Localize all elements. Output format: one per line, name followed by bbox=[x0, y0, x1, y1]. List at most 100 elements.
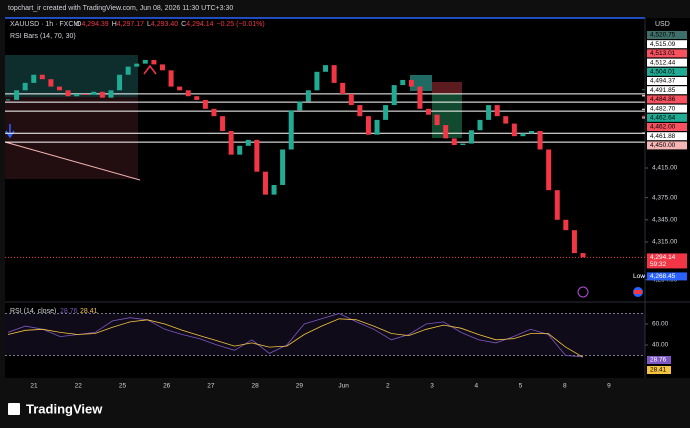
candle bbox=[254, 139, 260, 172]
level-label: 4,461.88 bbox=[650, 133, 676, 140]
candle bbox=[314, 71, 320, 91]
x-tick-label: 22 bbox=[75, 383, 83, 390]
x-tick-label: 5 bbox=[519, 383, 523, 390]
level-label-bg bbox=[647, 40, 687, 49]
candle bbox=[185, 90, 191, 97]
long-position-profit bbox=[410, 75, 432, 91]
x-tick-label: 25 bbox=[119, 383, 127, 390]
x-tick-label: 27 bbox=[207, 383, 215, 390]
candle bbox=[262, 171, 268, 195]
candle bbox=[554, 190, 560, 220]
candle bbox=[571, 230, 577, 254]
candle bbox=[400, 79, 406, 86]
candle bbox=[340, 82, 346, 94]
last-price-label: 4,294.14 bbox=[650, 254, 676, 261]
ohlc-value: 4,294.39 bbox=[81, 21, 108, 28]
candle bbox=[374, 119, 380, 135]
candle bbox=[511, 123, 517, 137]
position-loss-zone bbox=[5, 97, 138, 179]
level-label: 4,520.75 bbox=[650, 32, 676, 39]
candle bbox=[468, 130, 474, 144]
candle bbox=[280, 149, 286, 186]
candle bbox=[91, 91, 97, 95]
candle bbox=[271, 185, 277, 195]
candle bbox=[580, 253, 586, 258]
rsi-last-label: 28.76 bbox=[650, 357, 667, 364]
candle bbox=[202, 99, 208, 109]
x-tick-label: 28 bbox=[252, 383, 260, 390]
level-label-bg bbox=[647, 132, 687, 141]
x-tick-label: 26 bbox=[163, 383, 171, 390]
signal-value: 28.41 bbox=[80, 308, 98, 315]
candle bbox=[365, 116, 371, 135]
level-label-bg bbox=[647, 67, 687, 76]
candle bbox=[31, 74, 37, 83]
y-tick-label: 4,345.00 bbox=[652, 217, 678, 224]
candle bbox=[297, 101, 303, 111]
x-tick-label: 4 bbox=[474, 383, 478, 390]
level-label: 4,484.86 bbox=[650, 96, 676, 103]
candle bbox=[288, 110, 294, 150]
rsi-last-label: 28.41 bbox=[650, 367, 667, 374]
ohlc: O4,294.39 H4,297.17 L4,293.40 C4,294.14 −0.2… bbox=[76, 21, 265, 28]
ohlc-key: H bbox=[112, 21, 117, 28]
last-price-bg bbox=[647, 253, 687, 269]
rsi-line bbox=[7, 313, 584, 358]
level-label-bg bbox=[647, 104, 687, 113]
ohlc-value: 4,297.17 bbox=[117, 21, 144, 28]
level-label: 4,494.37 bbox=[650, 78, 676, 85]
candle bbox=[546, 149, 552, 191]
candle bbox=[331, 65, 337, 83]
candle bbox=[408, 79, 414, 87]
rsi-last-bg bbox=[647, 366, 671, 374]
trend-line bbox=[4, 141, 141, 181]
candle bbox=[323, 65, 329, 72]
candle bbox=[48, 79, 54, 87]
short-position-loss bbox=[432, 82, 462, 94]
x-tick-label: 8 bbox=[563, 383, 567, 390]
currency: USD bbox=[655, 21, 670, 28]
candle bbox=[220, 116, 226, 131]
candle bbox=[460, 143, 466, 146]
candle bbox=[14, 90, 20, 100]
candle bbox=[434, 114, 440, 126]
candle bbox=[22, 82, 28, 91]
candle bbox=[451, 138, 457, 146]
x-tick-label: 3 bbox=[430, 383, 434, 390]
rsi-band bbox=[5, 313, 645, 356]
countdown: 59:32 bbox=[650, 261, 667, 268]
level-label-bg bbox=[647, 49, 687, 58]
level-label-bg bbox=[647, 86, 687, 95]
rsi-last-bg bbox=[647, 356, 671, 364]
level-label-bg bbox=[647, 77, 687, 85]
candle bbox=[357, 105, 363, 117]
candle bbox=[125, 66, 131, 75]
candle bbox=[245, 139, 251, 146]
logo-mark bbox=[8, 403, 20, 415]
rsi-line bbox=[7, 318, 584, 358]
ohlc-key: O bbox=[76, 21, 82, 28]
ohlc-key: C bbox=[181, 21, 186, 28]
y-tick-label: 4,415.00 bbox=[652, 165, 678, 172]
level-label: 4,513.01 bbox=[650, 50, 676, 57]
candle bbox=[151, 59, 157, 65]
ohlc-key: L bbox=[147, 21, 151, 28]
indicator-name: RSI Bars (14, 70, 30) bbox=[10, 33, 76, 40]
candle bbox=[168, 70, 174, 87]
x-tick-label: 29 bbox=[296, 383, 304, 390]
level-label-bg bbox=[647, 123, 687, 131]
low-bg bbox=[647, 272, 687, 281]
level-label-bg bbox=[647, 113, 687, 122]
candle bbox=[443, 125, 449, 139]
level-label: 4,462.64 bbox=[650, 115, 676, 122]
level-label: 4,491.85 bbox=[650, 87, 676, 94]
candle bbox=[39, 74, 45, 80]
x-tick-label: 21 bbox=[30, 383, 38, 390]
candle bbox=[348, 93, 354, 106]
event-icon[interactable] bbox=[577, 286, 589, 298]
candle bbox=[142, 59, 148, 64]
candle bbox=[117, 74, 123, 91]
level-label-bg bbox=[647, 58, 687, 67]
rsi-tick-label: 60.00 bbox=[652, 321, 669, 328]
